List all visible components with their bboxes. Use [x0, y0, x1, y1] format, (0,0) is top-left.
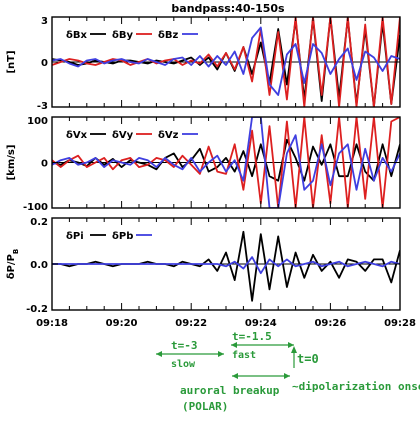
y-axis-label-sub: B — [12, 249, 20, 254]
y-axis-label: δP/PB — [6, 249, 20, 280]
series-line — [52, 117, 400, 208]
annotations: t=-3 slow t=-1.5 fast auroral breakup (POLAR)… — [156, 330, 420, 413]
breakup-arrow-head-left — [232, 373, 238, 379]
dipolarization-label: ~dipolarization onset — [292, 380, 420, 393]
fast-label: t=-1.5 — [232, 330, 272, 343]
fast-arrow-head-right — [288, 342, 294, 348]
slow-sub: slow — [171, 359, 196, 370]
x-tick-label: 09:24 — [245, 318, 277, 329]
legend-label: δVx — [66, 130, 88, 141]
y-tick-label: 0 — [41, 58, 48, 69]
y-tick-label: 0.0 — [30, 260, 48, 271]
slow-label: t=-3 — [171, 339, 198, 352]
y-tick-label: -100 — [23, 202, 48, 213]
breakup-sub: (POLAR) — [182, 400, 228, 413]
series-line — [52, 138, 400, 182]
legend-label: δVy — [112, 130, 134, 141]
x-tick-label: 09:18 — [36, 318, 68, 329]
fast-sub: fast — [232, 350, 256, 361]
slow-arrow-head-left — [156, 351, 162, 357]
panel-P: 0.2 0.0 -0.2 δP/PB δPi δPb — [6, 217, 401, 315]
x-tick-label: 09:26 — [314, 318, 346, 329]
series-line — [52, 17, 400, 107]
series-group — [52, 17, 400, 107]
onset-arrow-head — [291, 346, 297, 353]
legend-label: δVz — [158, 130, 179, 141]
chart-panels: 3 0 -3 [nT] δBx δBy δBz 100 0 -100 [km/s] δVx δVy δVz… — [6, 16, 401, 315]
breakup-label: auroral breakup — [180, 384, 280, 397]
legend-label: δPb — [112, 231, 133, 242]
x-tick-label: 09:28 — [384, 318, 416, 329]
series-group — [52, 230, 400, 302]
chart-title: bandpass:40-150s — [171, 2, 285, 15]
x-tick-label: 09:20 — [106, 318, 138, 329]
legend-label: δBx — [66, 30, 87, 41]
series-line — [52, 256, 400, 275]
y-tick-label: -3 — [37, 101, 48, 112]
y-tick-label: -0.2 — [26, 304, 48, 315]
x-tick-label: 09:22 — [175, 318, 207, 329]
y-tick-label: 3 — [41, 16, 48, 27]
breakup-arrow-head-right — [284, 373, 290, 379]
panel-V: 100 0 -100 [km/s] δVx δVy δVz — [6, 116, 401, 213]
series-line — [52, 230, 400, 302]
slow-arrow-head-right — [218, 351, 224, 357]
series-line — [52, 26, 400, 96]
y-tick-label: 0.2 — [30, 217, 48, 228]
y-axis-label: [km/s] — [6, 145, 17, 181]
legend-label: δPi — [66, 231, 84, 242]
y-tick-label: 100 — [27, 116, 48, 127]
legend-label: δBz — [158, 30, 178, 41]
series-line — [52, 117, 400, 208]
x-axis: 09:18 09:20 09:22 09:24 09:26 09:28 — [36, 318, 416, 329]
y-tick-label: 0 — [41, 159, 48, 170]
series-group — [52, 117, 400, 208]
panel-B: 3 0 -3 [nT] δBx δBy δBz — [6, 16, 401, 112]
fast-arrow-head-left — [231, 342, 237, 348]
legend-label: δBy — [112, 30, 133, 41]
y-axis-label: [nT] — [6, 50, 17, 73]
onset-label: t=0 — [297, 352, 319, 366]
